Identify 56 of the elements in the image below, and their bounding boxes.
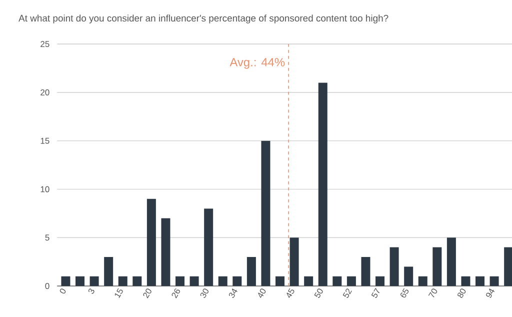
x-tick-label: 34: [228, 288, 238, 298]
x-tick-label: 50: [314, 288, 323, 298]
chart-title: At what point do you consider an influencer's percentage of sponsored content too high?: [18, 14, 388, 24]
annotation: Avg.: 44%: [230, 58, 285, 69]
bar: [332, 276, 342, 286]
bar: [346, 276, 356, 286]
x-tick-label: 94: [486, 288, 495, 298]
bar: [390, 247, 399, 286]
bar: [146, 198, 156, 286]
x-tick-label: 30: [200, 288, 208, 298]
bar: [361, 256, 370, 286]
bar: [176, 276, 185, 286]
x-tick-label: 57: [371, 288, 380, 298]
y-tick-label: 25: [40, 41, 50, 48]
bar: [476, 276, 485, 286]
bar: [504, 247, 512, 286]
y-tick-label: 10: [40, 186, 50, 192]
bar: [304, 276, 314, 286]
x-tick-label: 80: [458, 288, 466, 298]
bar: [161, 218, 170, 286]
bar: [276, 276, 285, 286]
bar: [318, 82, 328, 286]
x-tick-label: 40: [258, 288, 266, 298]
bar: [204, 208, 214, 286]
bar: [461, 276, 470, 286]
bar: [290, 238, 299, 286]
x-tick-label: 52: [342, 288, 352, 298]
y-tick-label: 0: [45, 283, 50, 290]
bar: [432, 247, 442, 286]
y-tick-label: 20: [40, 89, 50, 96]
x-tick-label: 70: [428, 288, 438, 298]
x-tick-label: 20: [143, 288, 152, 298]
x-tick-label: 26: [172, 288, 180, 298]
x-tick-label: 3: [88, 288, 94, 294]
bar: [490, 276, 499, 286]
bar: [190, 276, 199, 286]
bar: [232, 276, 242, 286]
bar: [132, 276, 142, 286]
bar: [376, 276, 385, 286]
bar: [90, 276, 99, 286]
bar: [446, 238, 456, 286]
bar: [261, 140, 270, 286]
x-tick-label: 15: [114, 288, 123, 298]
x-tick-label: 45: [286, 288, 294, 298]
bar: [76, 276, 85, 286]
bar: [118, 276, 128, 286]
y-tick-label: 5: [45, 234, 50, 241]
x-tick-label: 0: [60, 288, 66, 294]
y-tick-label: 15: [40, 138, 50, 144]
bar: [246, 256, 256, 286]
bar: [61, 276, 70, 286]
x-tick-label: 65: [400, 288, 409, 298]
bar: [418, 276, 428, 286]
bar: [404, 266, 414, 286]
bar: [104, 256, 114, 286]
bar: [218, 276, 228, 286]
